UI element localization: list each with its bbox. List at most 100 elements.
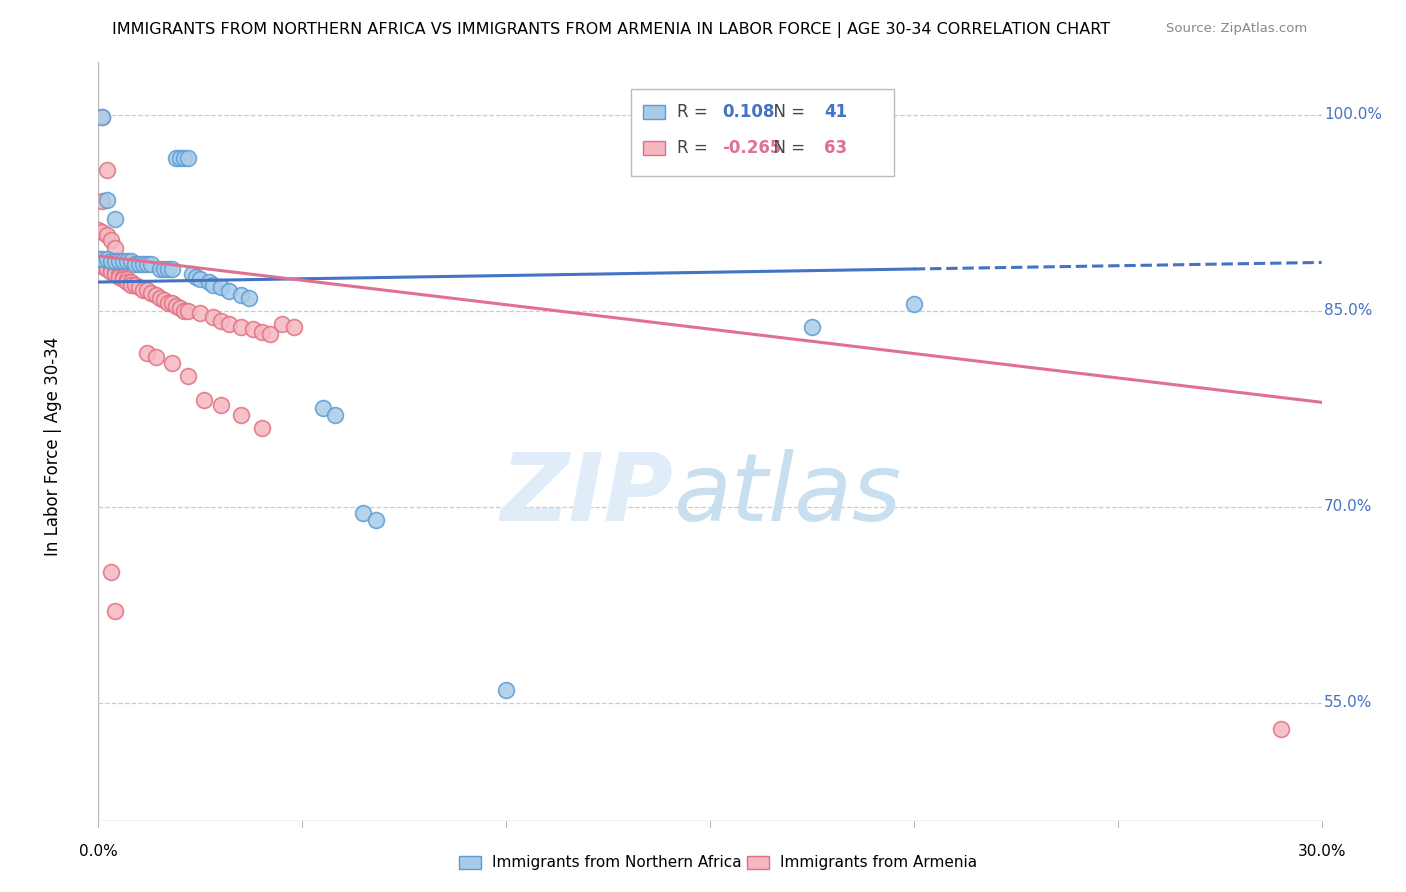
Point [128, 280, 150, 294]
FancyBboxPatch shape [460, 855, 481, 869]
Point [352, 507, 374, 521]
Text: N =: N = [762, 139, 810, 157]
Point [259, 327, 281, 342]
Point [87, 252, 110, 266]
FancyBboxPatch shape [643, 141, 665, 155]
Point [136, 257, 159, 271]
Point [91, 194, 114, 208]
Point [87, 223, 110, 237]
Text: 0.0%: 0.0% [79, 844, 118, 859]
Point [242, 322, 264, 336]
Text: atlas: atlas [673, 449, 901, 541]
Text: 70.0%: 70.0% [1324, 500, 1372, 515]
Point [100, 566, 122, 580]
Point [152, 262, 174, 277]
Point [238, 291, 260, 305]
Point [141, 257, 163, 271]
Point [91, 226, 114, 240]
Point [250, 421, 273, 435]
Point [156, 262, 179, 277]
Text: 85.0%: 85.0% [1324, 303, 1372, 318]
FancyBboxPatch shape [747, 855, 769, 869]
FancyBboxPatch shape [643, 105, 665, 119]
Point [177, 369, 200, 384]
Point [108, 267, 131, 281]
Point [145, 350, 167, 364]
Point [136, 345, 159, 359]
Point [91, 111, 114, 125]
Point [145, 288, 167, 302]
Point [120, 275, 142, 289]
Point [111, 254, 134, 268]
Point [169, 151, 191, 165]
Point [96, 252, 118, 266]
Point [91, 111, 114, 125]
Point [801, 319, 824, 334]
Point [91, 257, 114, 271]
Point [87, 257, 110, 271]
Point [209, 398, 232, 412]
Text: R =: R = [678, 139, 713, 157]
Point [312, 401, 335, 415]
Point [218, 284, 240, 298]
Text: Source: ZipAtlas.com: Source: ZipAtlas.com [1167, 22, 1308, 36]
Point [173, 151, 195, 165]
Point [173, 303, 195, 318]
Point [209, 314, 232, 328]
Point [186, 269, 208, 284]
Point [115, 272, 138, 286]
Point [160, 296, 183, 310]
Point [115, 275, 138, 289]
Point [323, 409, 346, 423]
Point [231, 409, 253, 423]
Point [111, 269, 134, 284]
Point [177, 151, 200, 165]
Point [1270, 722, 1292, 736]
Point [903, 297, 925, 311]
Point [177, 303, 200, 318]
Point [104, 254, 127, 268]
Point [96, 227, 118, 242]
Point [141, 285, 163, 300]
Point [270, 317, 294, 331]
Point [231, 288, 253, 302]
Text: 30.0%: 30.0% [1298, 844, 1346, 859]
Point [96, 193, 118, 207]
Point [165, 299, 187, 313]
Text: Immigrants from Northern Africa: Immigrants from Northern Africa [492, 855, 742, 870]
Point [108, 269, 131, 284]
Text: N =: N = [762, 103, 810, 120]
Point [104, 267, 127, 281]
Point [197, 275, 219, 289]
Point [91, 260, 114, 274]
Point [104, 264, 127, 278]
Text: IMMIGRANTS FROM NORTHERN AFRICA VS IMMIGRANTS FROM ARMENIA IN LABOR FORCE | AGE : IMMIGRANTS FROM NORTHERN AFRICA VS IMMIG… [112, 22, 1111, 38]
FancyBboxPatch shape [630, 89, 894, 177]
Text: ZIP: ZIP [501, 449, 673, 541]
Point [169, 301, 191, 316]
Point [111, 272, 134, 286]
Point [283, 319, 305, 334]
Point [100, 264, 122, 278]
Text: -0.265: -0.265 [723, 139, 782, 157]
Point [218, 317, 240, 331]
Point [104, 212, 127, 227]
Point [193, 392, 215, 407]
Text: 63: 63 [824, 139, 846, 157]
Point [231, 319, 253, 334]
Point [96, 162, 118, 177]
Point [128, 257, 150, 271]
Text: 100.0%: 100.0% [1324, 107, 1382, 122]
Point [124, 277, 146, 292]
Point [181, 267, 204, 281]
Point [100, 233, 122, 247]
Point [104, 241, 127, 255]
Point [132, 283, 155, 297]
Point [188, 306, 212, 320]
Point [100, 254, 122, 268]
Point [136, 283, 159, 297]
Point [209, 280, 232, 294]
Point [120, 277, 142, 292]
Point [115, 254, 138, 268]
Point [250, 325, 273, 339]
